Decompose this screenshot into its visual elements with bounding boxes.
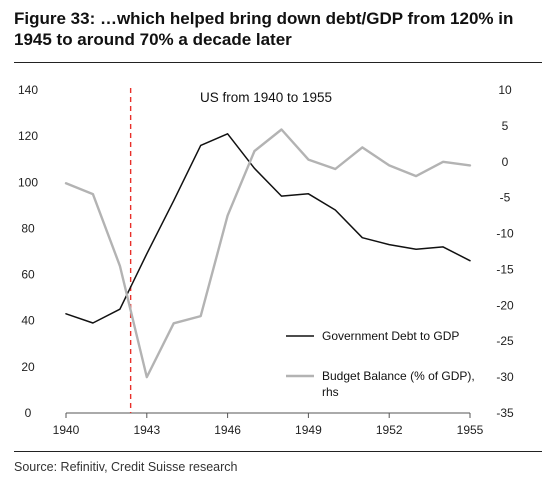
source-note: Source: Refinitiv, Credit Suisse researc… [14,460,238,474]
left-y-tick-label: 0 [25,406,32,420]
right-y-tick-label: -10 [496,227,514,241]
right-y-tick-label: -25 [496,334,514,348]
right-y-tick-label: 0 [502,155,509,169]
debt-to-gdp-line [65,133,471,324]
x-tick-label: 1946 [214,423,241,437]
chart-title: US from 1940 to 1955 [200,90,332,105]
x-tick-label: 1952 [376,423,403,437]
left-y-tick-label: 80 [21,221,35,235]
right-y-tick-label: -15 [496,262,514,276]
left-y-tick-label: 140 [18,83,38,97]
right-y-tick-label: -5 [500,191,511,205]
left-y-tick-label: 20 [21,360,35,374]
x-tick-label: 1955 [457,423,484,437]
legend: Government Debt to GDP Budget Balance (% … [286,329,475,399]
line-chart: 1940 1943 1946 1949 1952 19550204060801001201… [18,83,514,437]
x-tick-label: 1949 [295,423,322,437]
right-y-tick-label: 10 [498,83,512,97]
left-y-tick-label: 60 [21,268,35,282]
x-tick-label: 1943 [133,423,160,437]
right-y-tick-label: -20 [496,298,514,312]
series-lines [64,128,472,379]
left-y-tick-label: 100 [18,175,38,189]
title-divider [14,62,542,63]
figure-title: Figure 33: …which helped bring down debt… [14,9,514,49]
right-y-tick-label: -30 [496,370,514,384]
budget-balance-line [64,128,472,379]
source-divider [14,451,542,452]
right-y-tick-label: 5 [502,119,509,133]
legend-label-budget: Budget Balance (% of GDP), rhs [322,369,475,399]
left-y-tick-label: 40 [21,314,35,328]
left-y-tick-label: 120 [18,129,38,143]
axes: 1940 1943 1946 1949 1952 19550204060801001201… [18,83,514,437]
legend-label-debt: Government Debt to GDP [322,329,459,343]
right-y-tick-label: -35 [496,406,514,420]
x-tick-label: 1940 [53,423,80,437]
